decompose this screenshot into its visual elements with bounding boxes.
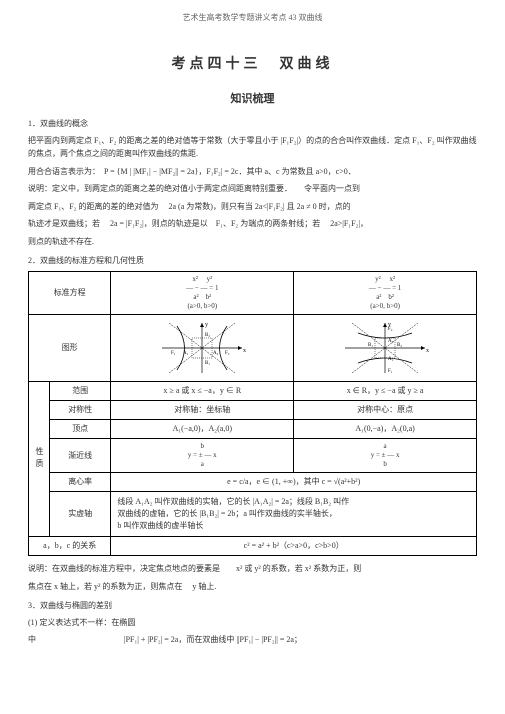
cell-vertex1: A₁(−a,0)，A₂(a,0): [111, 420, 294, 439]
axis-txt2: 双曲线的虚轴，它的长 |B₁B₂| = 2b；a 叫作双曲线的实半轴长，: [117, 508, 470, 520]
cell-abc: c² = a² + b²（c>a>0，c>b>0）: [111, 537, 477, 556]
cell-ecc-label: 离心率: [50, 473, 111, 492]
svg-text:F₁: F₁: [388, 369, 393, 374]
svg-text:B₂: B₂: [397, 343, 402, 348]
asym1-mid: y = ± — x: [115, 451, 289, 460]
hyperbola-y-graph: x y F₂ F₁ A₂ A₁ B₁ B₂: [340, 318, 430, 378]
eq1-mid: — − — = 1: [115, 284, 289, 293]
eq2-cond: (a>0, b>0): [298, 302, 472, 311]
section-1-para-3: 说明：定义中，到两定点的距离之差的绝对值小于两定点间距离特别重要． 令平面内一点…: [28, 182, 477, 196]
cell-range2: x ∈ R，y ≤ −a 或 y ≥ a: [294, 382, 477, 401]
section-1-para-2: 用合合语言表示为： P = {M | |MF₁| − |MF₂|| = 2a}，…: [28, 165, 477, 179]
cell-range-label: 范围: [50, 382, 111, 401]
svg-text:y: y: [205, 322, 208, 328]
cell-sym2: 对称中心：原点: [294, 401, 477, 420]
section-2-note-1: 说明：在双曲线的标准方程中，决定焦点地点的要素是 x² 或 y² 的系数，若 x…: [28, 562, 477, 576]
hyperbola-x-graph: x y B₂ B₁ A₁ A₂ F₁ F₂: [157, 318, 247, 378]
cell-range1: x ≥ a 或 x ≤ −a，y ∈ R: [111, 382, 294, 401]
page-header: 艺术生高考数学专题讲义考点 43 双曲线: [28, 12, 477, 24]
cell-vertex2: A₁(0,−a)，A₂(0,a): [294, 420, 477, 439]
svg-text:F₂: F₂: [388, 327, 393, 332]
cell-ecc: e = c/a，e ∈ (1, +∞)，其中 c = √(a²+b²): [111, 473, 477, 492]
svg-text:A₂: A₂: [388, 339, 394, 344]
section-1-heading: 1．双曲线的概念: [28, 118, 477, 130]
page-title: 考点四十三 双曲线: [28, 54, 477, 75]
eq2-bot: a² b²: [298, 293, 472, 302]
eq1-top: x² y²: [115, 275, 289, 284]
section-1-para-5: 轨迹才是双曲线；若 2a = |F₁F₂|，则点的轨迹是以 F₁、F₂ 为端点的…: [28, 217, 477, 231]
cell-abc-label: a，b，c 的关系: [29, 537, 111, 556]
svg-text:B₂: B₂: [205, 333, 210, 338]
cell-asym1: b y = ± — x a: [111, 439, 294, 473]
svg-text:B₁: B₁: [205, 361, 210, 366]
cell-eq2: y² x² — − — = 1 a² b² (a>0, b>0): [294, 271, 477, 314]
section-1-para-6: 则点的轨迹不存在.: [28, 235, 477, 249]
svg-text:F₁: F₁: [171, 351, 176, 356]
cell-asym-label: 渐近线: [50, 439, 111, 473]
asym1-bot: a: [115, 460, 289, 469]
section-1-para-1: 把平面内到两定点 F₁、F₂ 的距离之差的绝对值等于常数（大于零且小于 |F₁F…: [28, 134, 477, 161]
section-3-para-2: 中 |PF₁| + |PF₂| = 2a，而在双曲线中 ||PF₁| − |PF…: [28, 633, 477, 647]
eq2-top: y² x²: [298, 275, 472, 284]
eq2-mid: — − — = 1: [298, 284, 472, 293]
asym2-bot: b: [298, 460, 472, 469]
asym1-top: b: [115, 442, 289, 451]
asym2-mid: y = ± — x: [298, 451, 472, 460]
cell-vertex-label: 顶点: [50, 420, 111, 439]
eq1-cond: (a>0, b>0): [115, 302, 289, 311]
cell-axis: 线段 A₁A₂ 叫作双曲线的实轴，它的长 |A₁A₂| = 2a；线段 B₁B₂…: [111, 492, 477, 537]
cell-graph-label: 图形: [29, 315, 111, 382]
properties-table: 标准方程 x² y² — − — = 1 a² b² (a>0, b>0) y²…: [28, 271, 477, 557]
eq1-bot: a² b²: [115, 293, 289, 302]
cell-std-label: 标准方程: [29, 271, 111, 314]
svg-text:x: x: [426, 348, 429, 354]
axis-txt1: 线段 A₁A₂ 叫作双曲线的实轴，它的长 |A₁A₂| = 2a；线段 B₁B₂…: [117, 496, 470, 508]
svg-text:A₂: A₂: [213, 351, 219, 356]
section-1-para-4: 两定点 F₁、F₂ 的距离的差的绝对值为 2a (a 为常数)，则只有当 2a<…: [28, 200, 477, 214]
section-2-heading: 2．双曲线的标准方程和几何性质: [28, 255, 477, 267]
cell-eq1: x² y² — − — = 1 a² b² (a>0, b>0): [111, 271, 294, 314]
svg-text:B₁: B₁: [368, 343, 373, 348]
page-subtitle: 知识梳理: [28, 91, 477, 108]
axis-txt3: b 叫作双曲线的虚半轴长: [117, 520, 470, 532]
cell-axis-label: 实虚轴: [50, 492, 111, 537]
svg-text:F₂: F₂: [225, 351, 230, 356]
cell-graph1: x y B₂ B₁ A₁ A₂ F₁ F₂: [111, 315, 294, 382]
section-2-note-2: 焦点在 x 轴上，若 y² 的系数为正，则焦点在 y 轴上.: [28, 580, 477, 594]
asym2-top: a: [298, 442, 472, 451]
cell-graph2: x y F₂ F₁ A₂ A₁ B₁ B₂: [294, 315, 477, 382]
svg-text:A₁: A₁: [388, 357, 394, 362]
section-3-para-1: (1) 定义表达式不一样：在椭圆: [28, 616, 477, 630]
section-3-heading: 3．双曲线与椭圆的差别: [28, 600, 477, 612]
svg-text:x: x: [243, 348, 246, 354]
svg-text:A₁: A₁: [183, 351, 189, 356]
cell-sym-label: 对称性: [50, 401, 111, 420]
cell-properties-label: 性质: [29, 382, 50, 537]
cell-sym1: 对称轴：坐标轴: [111, 401, 294, 420]
cell-asym2: a y = ± — x b: [294, 439, 477, 473]
